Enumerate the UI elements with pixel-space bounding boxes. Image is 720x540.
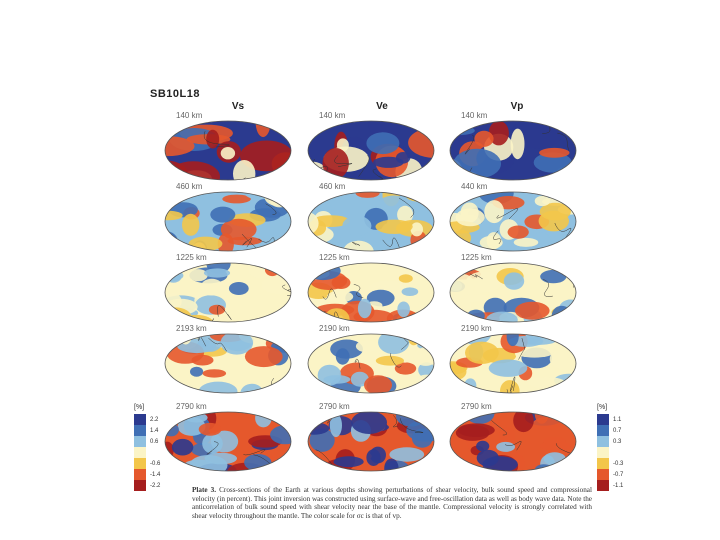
column-header-vs: Vs [231,101,245,112]
scale-entry: -1.4 [134,469,160,480]
scale-swatch [597,469,609,480]
tomography-map-vs [164,262,292,323]
scale-swatch [597,436,609,447]
scale-entry: -0.6 [134,458,160,469]
depth-label: 2190 km [461,324,492,333]
scale-entry: 1.4 [134,425,160,436]
scale-value: 2.2 [150,416,159,423]
depth-label: 460 km [319,182,346,191]
tomography-map-ve [307,120,435,181]
scale-swatch [134,414,146,425]
column-header-vp: Vp [510,101,524,112]
caption-label: Plate 3. [192,486,217,494]
scale-unit: [%] [134,404,145,411]
scale-swatch [134,469,146,480]
scale-entry: 1.1 [597,414,623,425]
scale-unit: [%] [597,404,608,411]
scale-value: -1.4 [150,471,161,478]
tomography-map-vp [449,411,577,472]
scale-entry: 0.3 [597,436,623,447]
depth-label: 2193 km [176,324,207,333]
figure-caption: Plate 3. Cross-sections of the Earth at … [192,486,592,520]
scale-swatch [597,425,609,436]
depth-label: 140 km [176,111,203,120]
depth-label: 1225 km [319,253,350,262]
scale-swatch [597,458,609,469]
scale-swatch [597,480,609,491]
tomography-map-ve [307,411,435,472]
tomography-map-vp [449,191,577,252]
tomography-map-vp [449,333,577,394]
caption-text: Cross-sections of the Earth at various d… [192,486,592,520]
scale-swatch [134,425,146,436]
scale-value: -0.7 [613,471,624,478]
tomography-map-ve [307,333,435,394]
color-scale-left: [%] 2.2 1.4 0.6 -0.6 -1.4 -2.2 [134,404,160,491]
depth-label: 2190 km [319,324,350,333]
scale-entry [597,447,623,458]
depth-label: 2790 km [461,402,492,411]
color-scale-right: [%] 1.1 0.7 0.3 -0.3 -0.7 -1.1 [597,404,623,491]
scale-value: -0.3 [613,460,624,467]
depth-label: 1225 km [176,253,207,262]
depth-label: 460 km [176,182,203,191]
scale-swatch [134,436,146,447]
depth-label: 440 km [461,182,488,191]
depth-label: 2790 km [176,402,207,411]
scale-entry [134,447,160,458]
tomography-map-vp [449,120,577,181]
scale-value: 1.1 [613,416,622,423]
tomography-map-vs [164,191,292,252]
tomography-map-vp [449,262,577,323]
scale-entry: 0.7 [597,425,623,436]
tomography-map-vs [164,333,292,394]
tomography-map-vs [164,120,292,181]
scale-entry: -1.1 [597,480,623,491]
scale-value: 0.7 [613,427,622,434]
scale-value: -0.6 [150,460,161,467]
scale-entry: 2.2 [134,414,160,425]
scale-value: 0.6 [150,438,159,445]
depth-label: 1225 km [461,253,492,262]
tomography-map-vs [164,411,292,472]
tomography-map-ve [307,191,435,252]
figure-title: SB10L18 [150,88,200,100]
depth-label: 140 km [461,111,488,120]
scale-swatch [134,480,146,491]
scale-entry: -0.3 [597,458,623,469]
scale-value: 0.3 [613,438,622,445]
scale-entry: -0.7 [597,469,623,480]
scale-value: 1.4 [150,427,159,434]
scale-value: -2.2 [150,482,161,489]
scale-swatch [134,447,146,458]
depth-label: 2790 km [319,402,350,411]
scale-swatch [597,447,609,458]
scale-swatch [597,414,609,425]
tomography-map-ve [307,262,435,323]
scale-swatch [134,458,146,469]
depth-label: 140 km [319,111,346,120]
scale-entry: 0.6 [134,436,160,447]
column-header-ve: Ve [376,101,388,112]
scale-entry: -2.2 [134,480,160,491]
scale-value: -1.1 [613,482,624,489]
